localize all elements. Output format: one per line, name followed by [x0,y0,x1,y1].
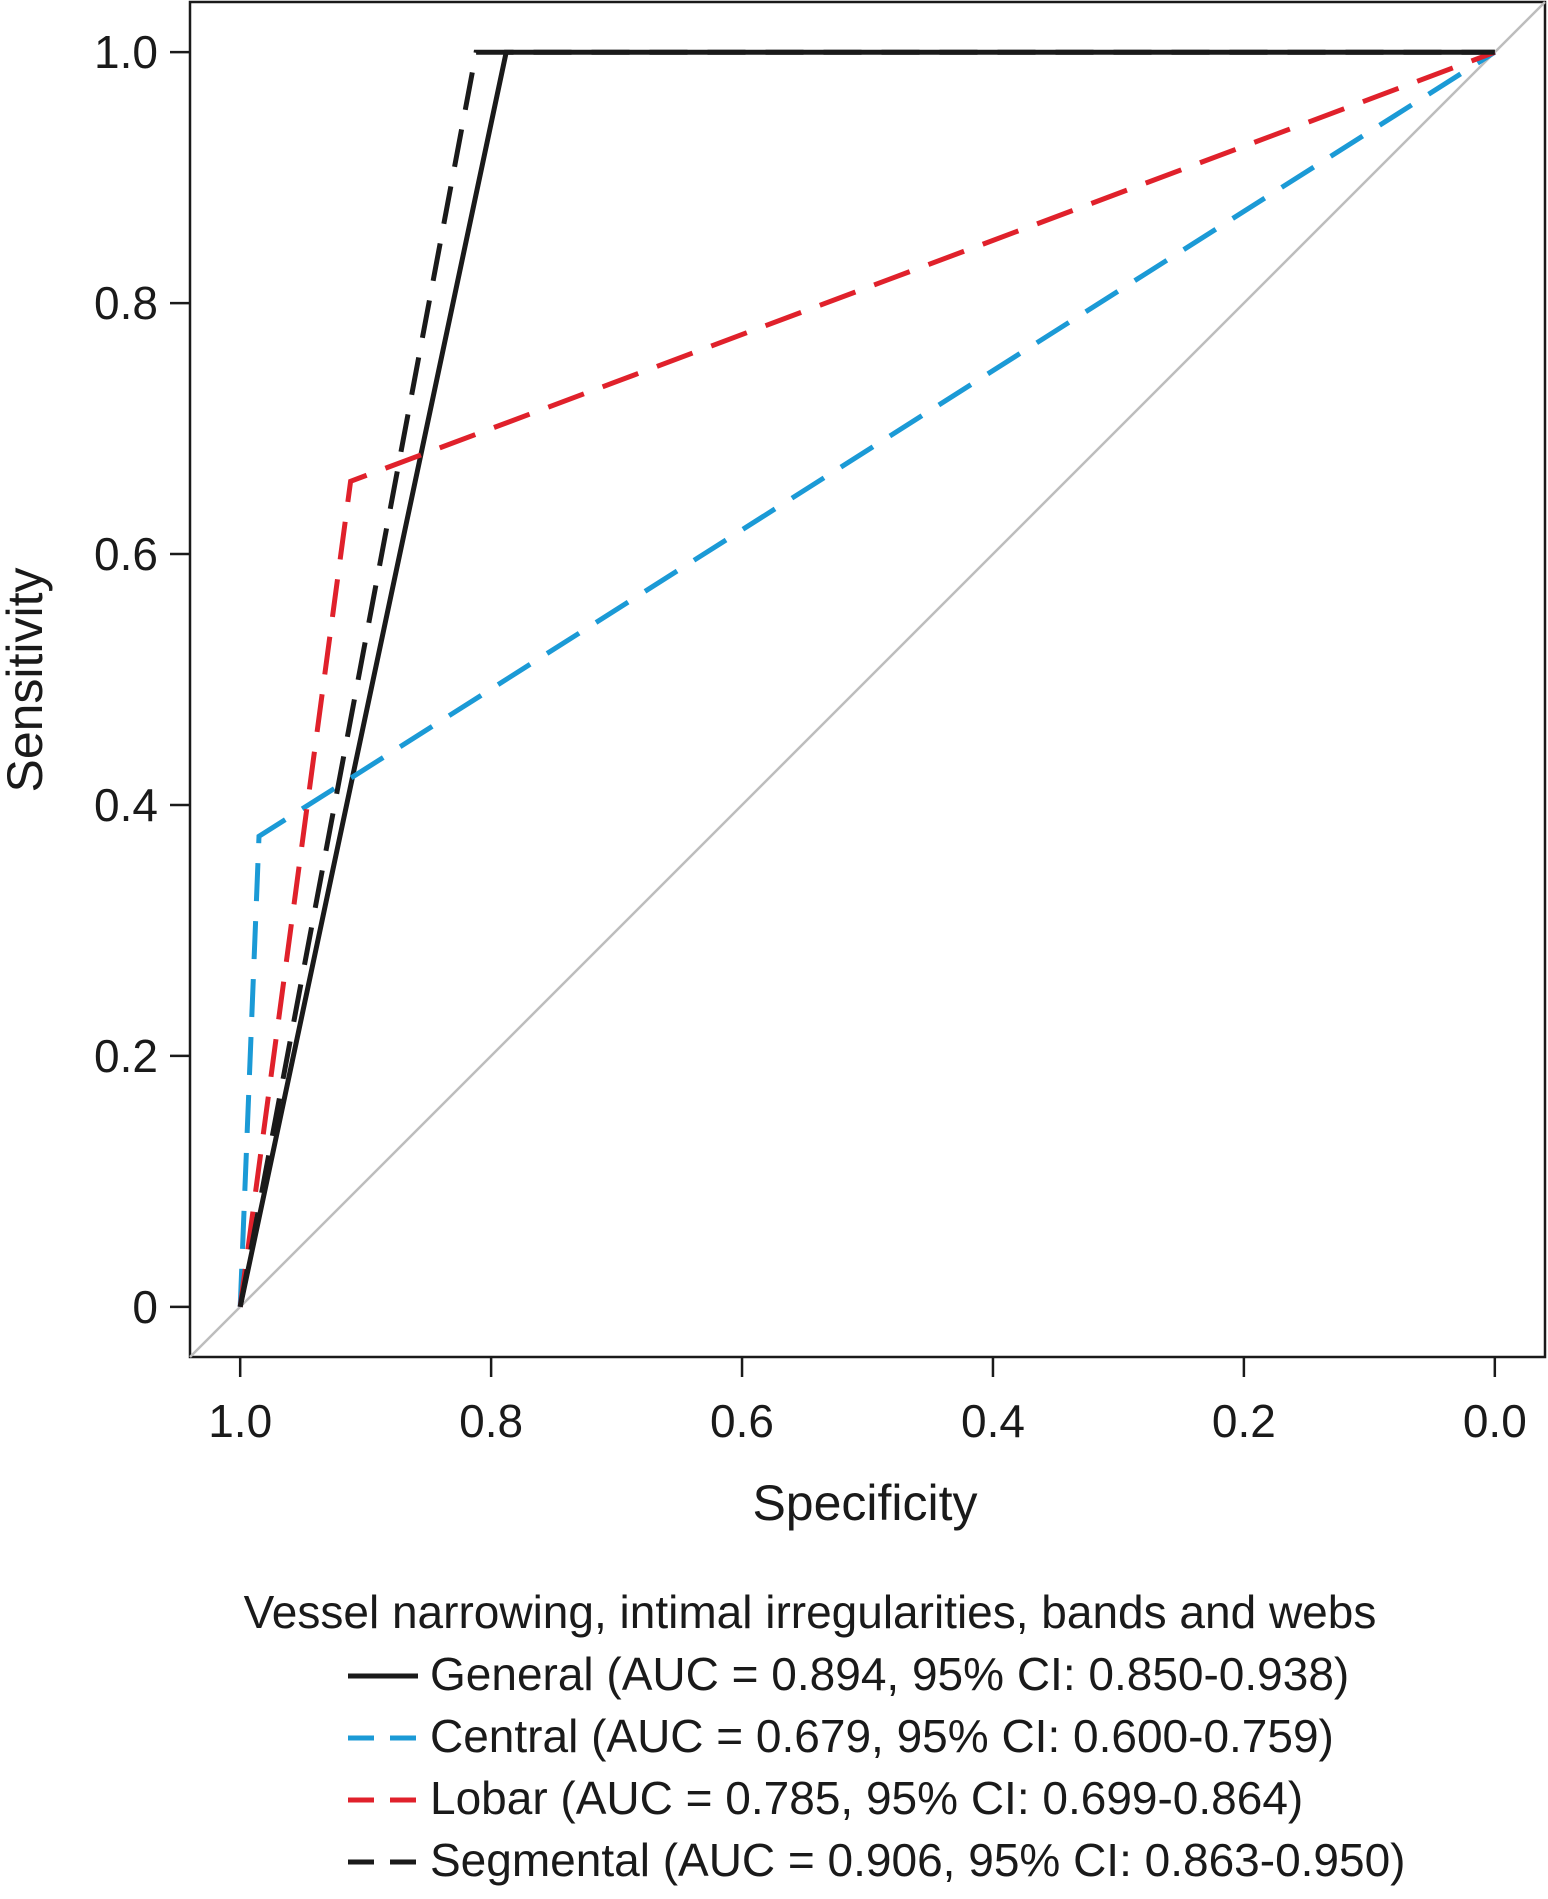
y-axis: 0 0.2 0.4 0.6 0.8 1.0 [94,26,190,1333]
legend-label: Segmental (AUC = 0.906, 95% CI: 0.863-0.… [430,1834,1406,1886]
x-tick-label: 0.0 [1463,1395,1527,1447]
x-tick-label: 0.4 [961,1395,1025,1447]
y-tick-label: 1.0 [94,26,158,78]
reference-diagonal [189,1,1546,1358]
legend-label: Central (AUC = 0.679, 95% CI: 0.600-0.75… [430,1710,1334,1762]
x-axis: 1.0 0.8 0.6 0.4 0.2 0.0 [208,1357,1527,1447]
x-tick-label: 0.6 [710,1395,774,1447]
x-axis-label: Specificity [752,1475,977,1531]
series-line-segmental [237,49,1495,1308]
y-tick-label: 0.6 [94,528,158,580]
y-tick-label: 0 [132,1281,158,1333]
y-tick-label: 0.2 [94,1030,158,1082]
x-tick-label: 0.8 [459,1395,523,1447]
x-tick-label: 1.0 [208,1395,272,1447]
series-line-lobar [237,49,1496,1308]
legend-label: Lobar (AUC = 0.785, 95% CI: 0.699-0.864) [430,1772,1303,1824]
series-layer [237,49,1497,1308]
reference-layer [189,1,1546,1358]
series-line-central [237,50,1497,1307]
x-tick-label: 0.2 [1212,1395,1276,1447]
plot-frame [188,0,1547,1359]
y-tick-label: 0.4 [94,779,158,831]
y-axis-label: Sensitivity [0,567,53,792]
legend-label: General (AUC = 0.894, 95% CI: 0.850-0.93… [430,1648,1349,1700]
y-tick-label: 0.8 [94,277,158,329]
legend-title: Vessel narrowing, intimal irregularities… [244,1586,1377,1638]
legend: Vessel narrowing, intimal irregularities… [244,1586,1406,1886]
